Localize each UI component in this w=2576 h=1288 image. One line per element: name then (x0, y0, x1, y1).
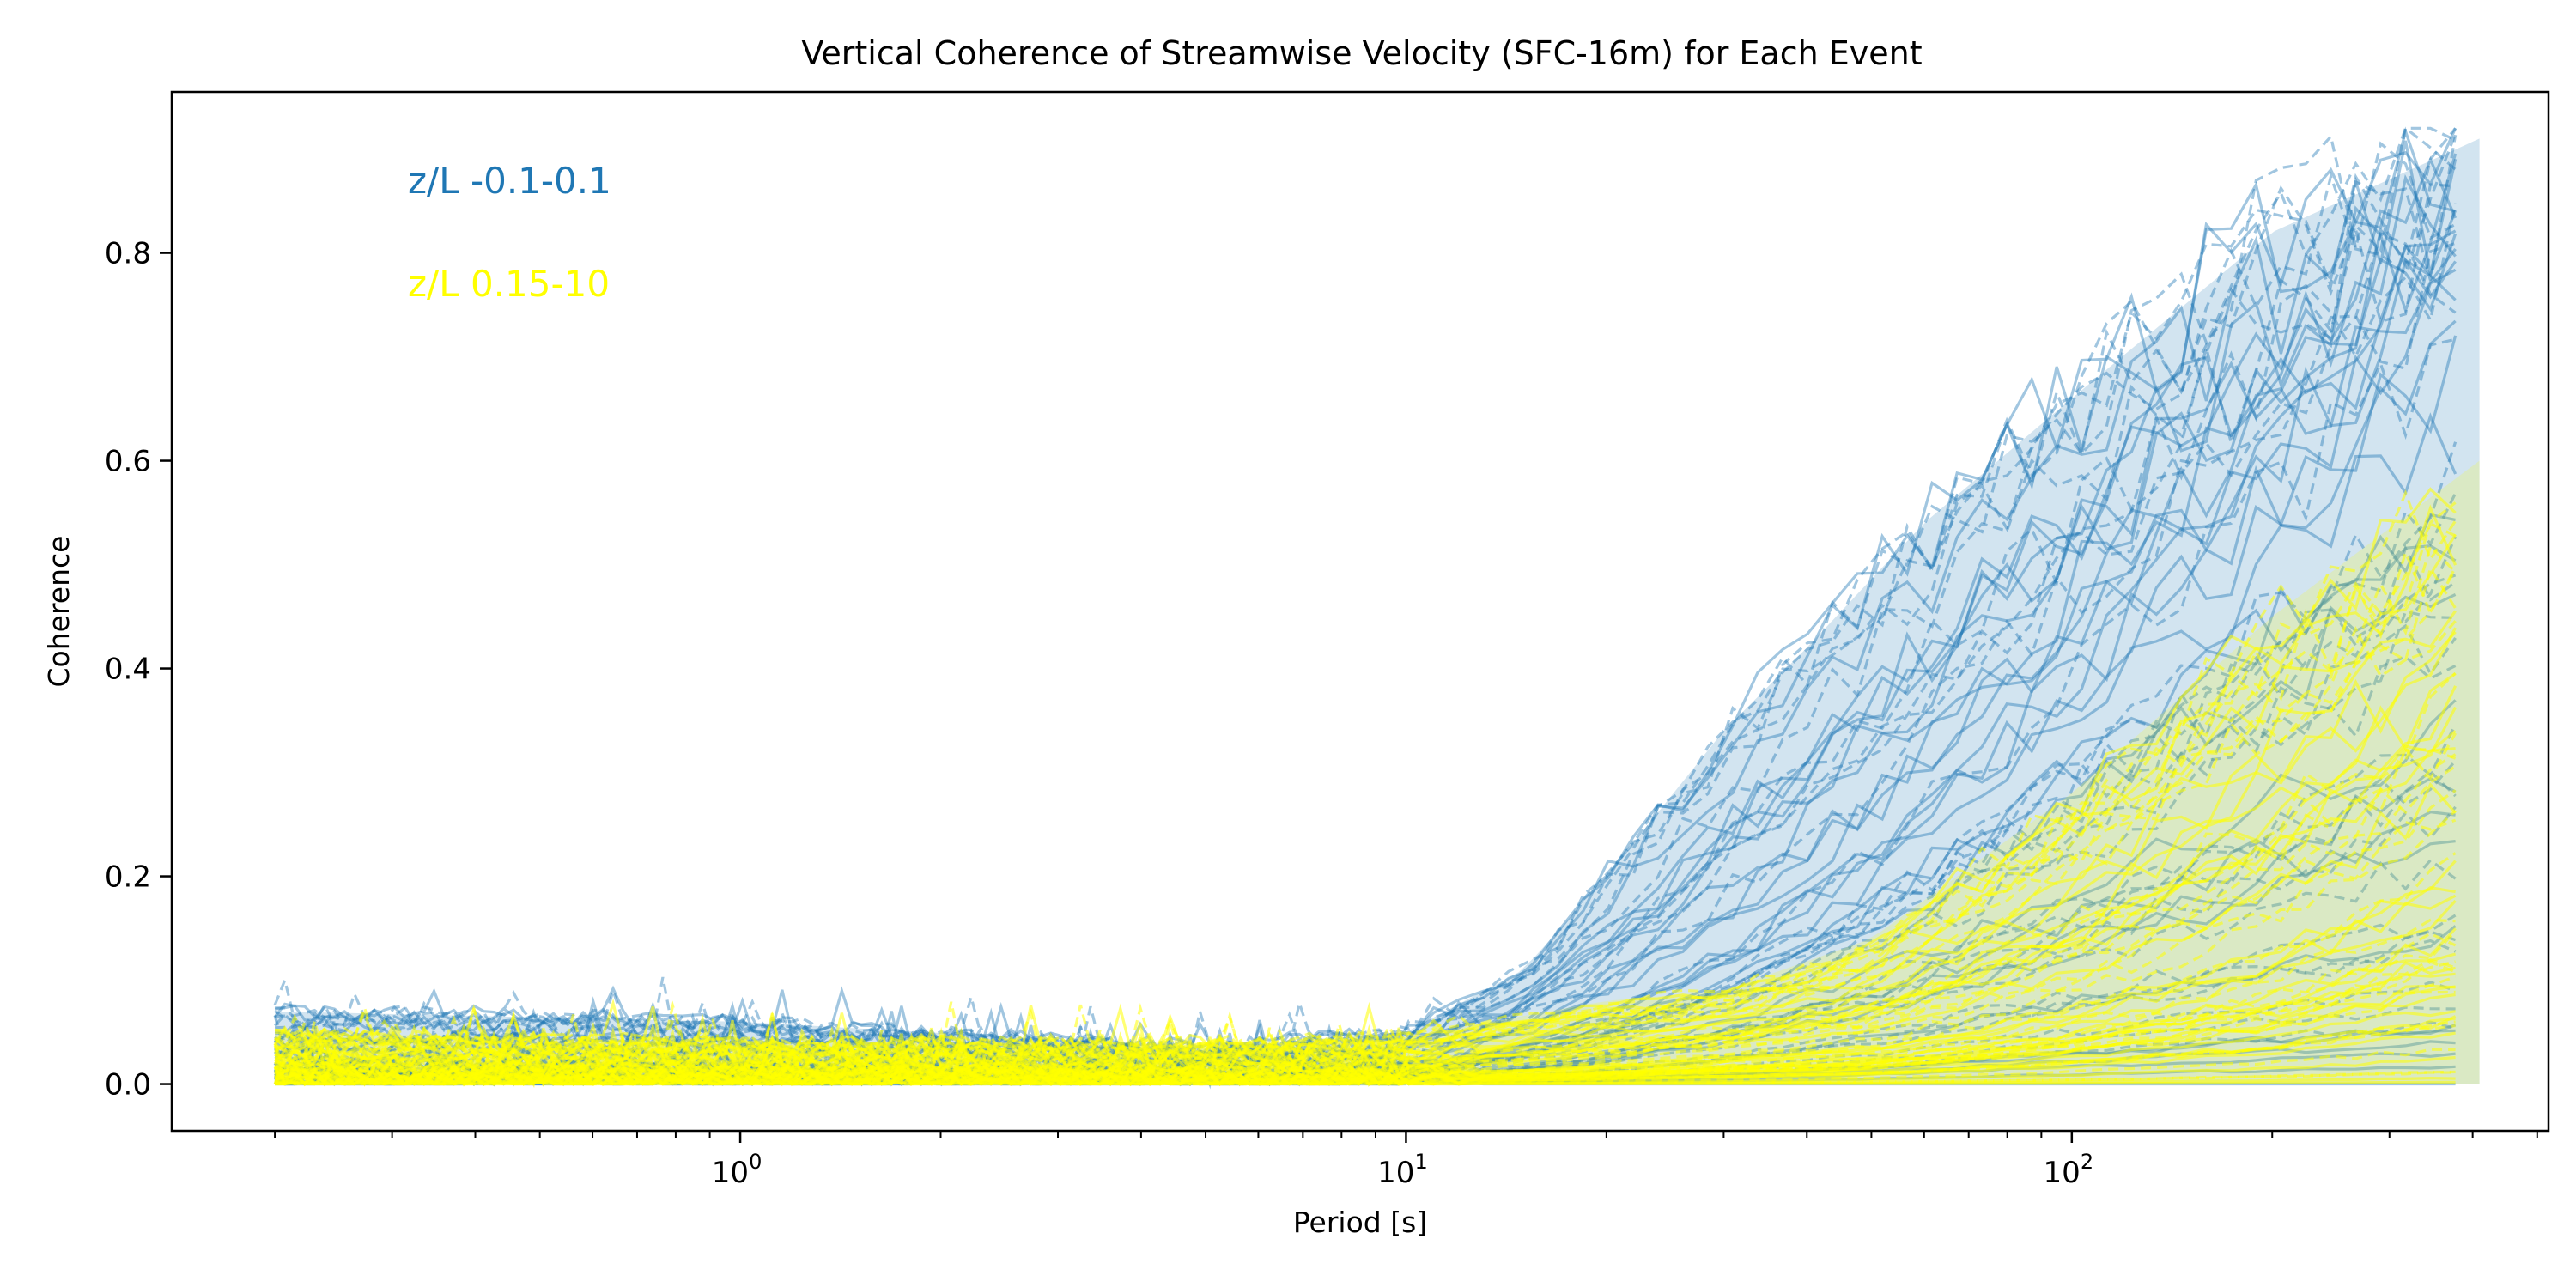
event-line (274, 852, 2457, 1083)
event-line (274, 732, 2457, 1075)
y-tick-label: 0.0 (105, 1068, 151, 1103)
legend-label-stable: z/L 0.15-10 (408, 263, 610, 305)
x-tick-label: 102 (2044, 1150, 2094, 1190)
event-line (274, 789, 2457, 1078)
x-axis-ticks: 100 101 102 (274, 1131, 2538, 1190)
y-tick-label: 0.6 (105, 445, 151, 479)
x-tick-label: 100 (712, 1150, 762, 1190)
y-tick-label: 0.4 (105, 653, 151, 687)
event-line (273, 126, 2457, 1060)
chart-title: Vertical Coherence of Streamwise Velocit… (801, 34, 1922, 72)
x-tick-label: 101 (1377, 1150, 1428, 1190)
y-axis-label: Coherence (42, 536, 76, 688)
series-stable (273, 460, 2480, 1089)
event-line (273, 1039, 2456, 1086)
y-axis-ticks: 0.0 0.2 0.4 0.6 0.8 (105, 237, 172, 1103)
event-line (275, 134, 2458, 1060)
event-line (274, 918, 2456, 1085)
legend-label-neutral: z/L -0.1-0.1 (408, 160, 611, 202)
plot-frame (170, 90, 2550, 1133)
event-line (274, 753, 2457, 1078)
y-tick-label: 0.2 (105, 860, 151, 895)
envelope-band (275, 138, 2480, 1084)
event-line (274, 487, 2457, 1053)
event-line (274, 993, 2456, 1087)
event-line (273, 126, 2457, 1061)
y-tick-label: 0.8 (105, 237, 151, 271)
event-line (274, 521, 2457, 1060)
data-traces (273, 125, 2480, 1090)
x-axis-label: Period [s] (1293, 1206, 1427, 1239)
event-line (274, 133, 2457, 1052)
envelope-band (275, 460, 2480, 1084)
event-line (274, 748, 2457, 1074)
